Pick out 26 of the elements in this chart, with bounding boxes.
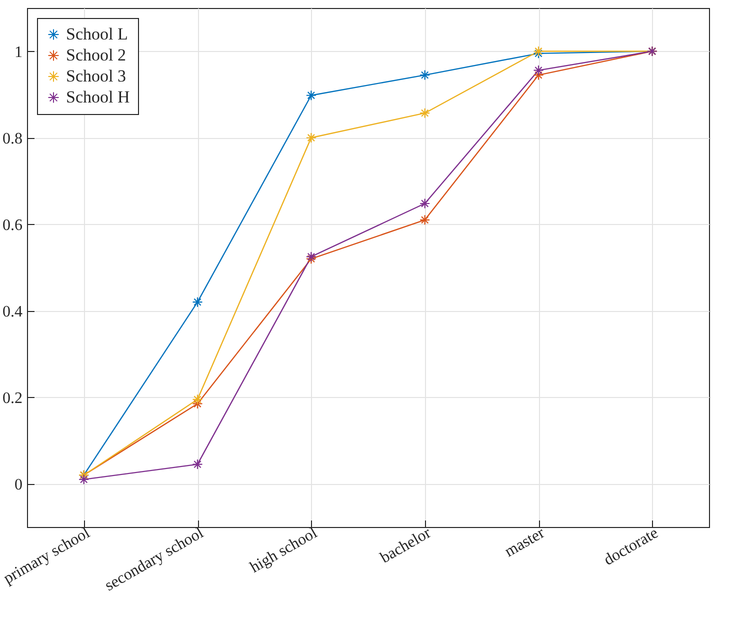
point bbox=[78, 474, 90, 485]
point bbox=[192, 296, 203, 308]
point bbox=[192, 458, 203, 470]
legend-label: School 3 bbox=[66, 66, 126, 86]
y-tick-label: 0.4 bbox=[2, 303, 22, 320]
point bbox=[420, 108, 430, 118]
point bbox=[533, 64, 544, 76]
y-tick-label: 0.6 bbox=[2, 216, 22, 234]
point bbox=[420, 70, 430, 80]
point bbox=[533, 48, 544, 59]
point bbox=[306, 251, 316, 262]
y-tick-label: 0.8 bbox=[2, 130, 22, 148]
point bbox=[306, 254, 316, 264]
point bbox=[306, 132, 316, 144]
y-tick-label: 0.2 bbox=[2, 390, 22, 407]
legend-label: School L bbox=[66, 24, 128, 44]
legend-label: School H bbox=[66, 88, 130, 106]
y-tick-label: 1 bbox=[14, 44, 22, 61]
y-tick-label: 0 bbox=[14, 476, 22, 494]
point bbox=[420, 214, 430, 226]
point bbox=[533, 46, 544, 57]
point bbox=[420, 198, 430, 209]
point bbox=[306, 90, 316, 101]
legend-label: School 2 bbox=[66, 46, 126, 64]
point bbox=[192, 394, 203, 405]
point bbox=[533, 70, 544, 80]
